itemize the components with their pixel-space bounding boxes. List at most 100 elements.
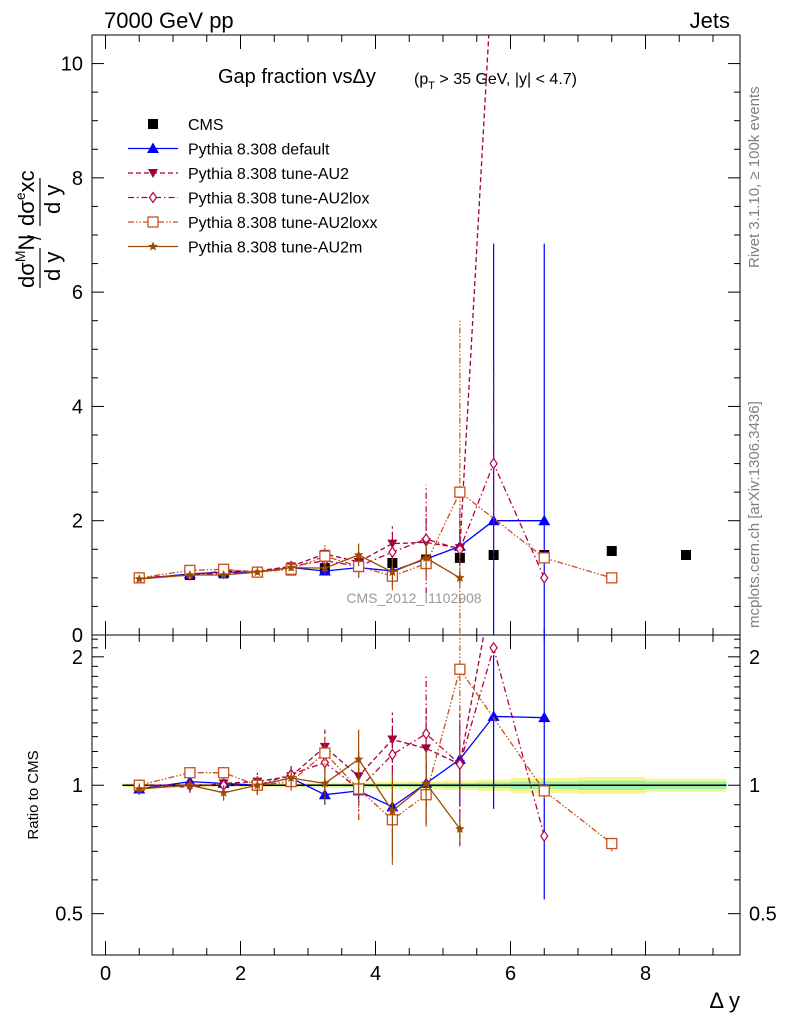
header-left-label: 7000 GeV pp bbox=[104, 8, 234, 33]
data-point bbox=[353, 550, 364, 559]
x-tick-label: 8 bbox=[640, 963, 651, 985]
ratio-data-point bbox=[538, 785, 550, 797]
ratio-y-axis-label: Ratio to CMS bbox=[25, 750, 42, 839]
ratio-data-point bbox=[540, 830, 549, 843]
ratio-series-area bbox=[122, 635, 727, 900]
ylabel-denominator: d y bbox=[40, 252, 65, 281]
ratio-y-tick-label: 1 bbox=[72, 775, 83, 797]
ylabel-divide: / bbox=[25, 235, 45, 240]
ratio-y-tick-label-right: 1 bbox=[749, 775, 760, 797]
data-point bbox=[681, 550, 691, 560]
data-point bbox=[606, 572, 618, 584]
data-point bbox=[540, 571, 549, 584]
ratio-data-point bbox=[455, 823, 465, 833]
ratio-series-2 bbox=[135, 641, 549, 843]
ratio-series-0 bbox=[133, 635, 551, 900]
ratio-data-point bbox=[606, 837, 618, 850]
ratio-data-point bbox=[218, 787, 229, 797]
ratio-axes: 0.5 0.5 1 1 2 2 0 2 4 6 8 Δ y Ratio to CMS bbox=[25, 635, 777, 1013]
y-tick-label: 6 bbox=[72, 282, 83, 304]
ratio-y-tick-label-right: 2 bbox=[749, 647, 760, 669]
ratio-y-tick-label-right: 0.5 bbox=[749, 904, 777, 926]
y-tick-label: 0 bbox=[72, 625, 83, 647]
ratio-data-point bbox=[388, 748, 397, 761]
ratio-data-point bbox=[387, 735, 398, 745]
ratio-data-point bbox=[538, 711, 551, 723]
ratio-series-line bbox=[139, 715, 545, 808]
data-point bbox=[320, 563, 330, 573]
legend-label: CMS bbox=[188, 117, 224, 134]
ratio-data-point bbox=[489, 641, 498, 654]
ratio-data-point bbox=[320, 778, 330, 788]
data-point bbox=[538, 514, 551, 526]
ratio-series-4 bbox=[134, 729, 465, 860]
legend-marker bbox=[148, 241, 158, 251]
ratio-y-tick-label: 0.5 bbox=[55, 904, 83, 926]
data-point bbox=[218, 570, 229, 579]
legend-marker bbox=[147, 216, 159, 228]
x-tick-label: 0 bbox=[100, 963, 111, 985]
chart-title-main: Gap fraction vsΔy bbox=[218, 66, 376, 88]
analysis-watermark: CMS_2012_I1102908 bbox=[346, 590, 481, 606]
ratio-data-point bbox=[454, 663, 466, 675]
ylabel-denominator2: d y bbox=[40, 185, 65, 214]
x-tick-label: 6 bbox=[505, 963, 516, 985]
main-axes: 0 2 4 6 8 10 bbox=[61, 35, 740, 647]
ratio-plot-frame bbox=[91, 634, 741, 956]
data-point bbox=[388, 546, 397, 559]
data-point bbox=[387, 567, 398, 577]
x-axis-label: Δ y bbox=[709, 988, 740, 1013]
ratio-data-point bbox=[353, 754, 364, 764]
legend-marker bbox=[148, 191, 158, 204]
ratio-data-point bbox=[134, 784, 144, 793]
ratio-data-point bbox=[185, 780, 195, 790]
y-tick-label: 2 bbox=[72, 511, 83, 533]
ratio-data-point bbox=[387, 806, 398, 816]
ratio-y-tick-label: 2 bbox=[72, 647, 83, 669]
legend-marker bbox=[148, 119, 158, 129]
ylabel-numerator2: dσexc bbox=[12, 170, 39, 226]
ratio-data-point bbox=[421, 778, 431, 788]
data-point bbox=[252, 567, 263, 577]
x-tick-label: 4 bbox=[370, 963, 381, 985]
data-point bbox=[454, 486, 466, 498]
ratio-data-point bbox=[217, 767, 230, 779]
ratio-data-point bbox=[252, 780, 263, 790]
y-tick-label: 8 bbox=[72, 168, 83, 190]
data-point bbox=[538, 552, 550, 564]
ratio-series-line bbox=[139, 645, 545, 837]
legend-label: Pythia 8.308 tune-AU2 bbox=[188, 166, 349, 183]
ratio-data-point bbox=[184, 767, 196, 779]
legend-marker bbox=[148, 169, 158, 178]
ratio-series-line bbox=[139, 667, 613, 845]
ratio-series-line bbox=[139, 758, 461, 830]
chart-title-cut: (pT > 35 GeV, |y| < 4.7) bbox=[414, 71, 577, 92]
series-3 bbox=[135, 360, 549, 594]
ylabel-numerator: dσMN bbox=[12, 235, 39, 288]
y-tick-label: 10 bbox=[61, 54, 83, 76]
series-line bbox=[139, 491, 612, 579]
series-1 bbox=[133, 243, 551, 635]
legend-marker bbox=[147, 142, 159, 153]
ratio-series-line bbox=[139, 635, 485, 788]
data-point bbox=[489, 457, 498, 470]
series-line bbox=[139, 554, 461, 580]
main-series-area bbox=[133, 35, 691, 635]
ratio-data-point bbox=[319, 747, 331, 759]
data-point bbox=[185, 570, 195, 579]
data-point bbox=[134, 574, 144, 583]
chart-title: Gap fraction vsΔy (pT > 35 GeV, |y| < 4.7… bbox=[218, 66, 577, 92]
header-right-label: Jets bbox=[689, 8, 730, 33]
legend-label: Pythia 8.308 default bbox=[188, 142, 330, 159]
legend-label: Pythia 8.308 tune-AU2loxx bbox=[188, 215, 377, 232]
legend: CMS Pythia 8.308 default Pythia 8.308 tune… bbox=[128, 117, 377, 257]
data-point bbox=[286, 562, 296, 572]
data-point bbox=[387, 539, 398, 549]
data-point bbox=[455, 572, 465, 582]
ratio-data-point bbox=[487, 710, 500, 721]
series-line bbox=[139, 461, 545, 579]
data-point bbox=[421, 552, 431, 562]
ratio-data-point bbox=[455, 758, 465, 771]
